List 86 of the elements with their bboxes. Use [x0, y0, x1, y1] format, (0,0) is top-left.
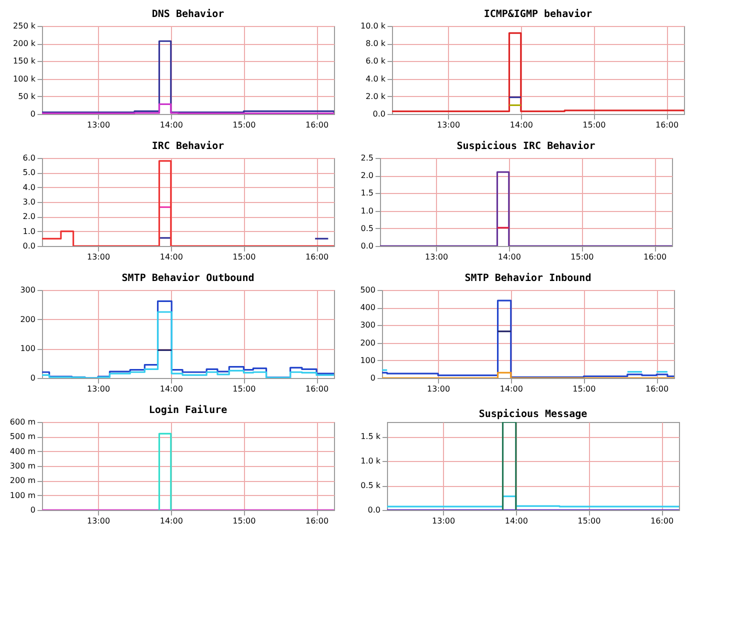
- y-tick-label: 6.0 k: [366, 56, 386, 66]
- y-tick-label: 10.0 k: [360, 22, 386, 30]
- y-tick-label: 4.0 k: [366, 74, 386, 84]
- y-tick-label: 5.0: [22, 168, 36, 178]
- y-tick-label: 0: [370, 374, 376, 382]
- y-tick-label: 200: [360, 338, 376, 348]
- y-tick-label: 100: [20, 344, 36, 354]
- y-tick-label: 200 m: [10, 476, 36, 486]
- y-tick-label: 8.0 k: [366, 39, 386, 48]
- y-tick-label: 3.0: [22, 198, 36, 206]
- chart-title: IRC Behavior: [152, 140, 224, 152]
- x-tick-label: 14:00: [160, 120, 183, 130]
- x-tick-label: 14:00: [500, 384, 523, 394]
- y-tick-label: 0: [30, 506, 36, 514]
- y-tick-label: 2.0 k: [366, 92, 386, 101]
- x-tick-label: 14:00: [160, 252, 183, 262]
- x-tick-label: 16:00: [305, 516, 329, 526]
- x-tick-label: 15:00: [232, 120, 256, 130]
- x-tick-label: 13:00: [432, 516, 456, 526]
- x-tick-label: 13:00: [437, 120, 460, 130]
- y-tick-label: 0.0: [368, 506, 380, 514]
- y-tick-label: 1.0: [360, 206, 374, 216]
- y-tick-label: 400: [360, 303, 376, 312]
- y-tick-label: 500: [360, 286, 376, 294]
- y-tick-label: 0.0: [372, 110, 386, 118]
- x-tick-label: 14:00: [504, 516, 528, 526]
- y-tick-label: 0: [30, 374, 36, 382]
- chart-title: SMTP Behavior Outbound: [122, 272, 254, 284]
- y-tick-label: 0.5 k: [360, 481, 381, 490]
- y-tick-label: 50 k: [18, 92, 36, 101]
- y-tick-label: 100: [360, 356, 376, 365]
- x-tick-label: 15:00: [582, 120, 606, 130]
- y-tick-label: 0.5: [360, 224, 374, 233]
- x-tick-label: 13:00: [87, 384, 110, 394]
- y-tick-label: 600 m: [10, 418, 36, 426]
- x-tick-label: 16:00: [305, 252, 329, 262]
- y-tick-label: 400 m: [10, 446, 36, 456]
- x-tick-label: 13:00: [87, 516, 110, 526]
- y-tick-label: 200: [20, 314, 36, 324]
- x-tick-label: 14:00: [510, 120, 533, 130]
- y-tick-label: 150 k: [13, 56, 36, 66]
- y-tick-label: 0.0: [360, 242, 374, 250]
- x-tick-label: 13:00: [427, 384, 450, 394]
- y-tick-label: 100 k: [13, 74, 36, 84]
- x-tick-label: 15:00: [232, 516, 256, 526]
- chart-title: Suspicious IRC Behavior: [456, 140, 596, 152]
- y-tick-label: 0.0: [22, 242, 36, 250]
- chart-title: ICMP&IGMP behavior: [484, 8, 592, 20]
- y-tick-label: 1.0 k: [360, 456, 381, 466]
- x-tick-label: 13:00: [425, 252, 448, 262]
- y-tick-label: 1.0: [22, 226, 36, 236]
- y-tick-label: 1.5 k: [360, 432, 381, 442]
- y-tick-label: 4.0: [22, 182, 36, 192]
- chart-title: SMTP Behavior Inbound: [464, 272, 592, 284]
- y-tick-label: 500 m: [10, 432, 36, 442]
- x-tick-label: 16:00: [655, 120, 679, 130]
- x-tick-label: 15:00: [570, 252, 594, 262]
- x-tick-label: 13:00: [87, 252, 110, 262]
- y-tick-label: 300: [360, 320, 376, 330]
- y-tick-label: 100 m: [10, 490, 36, 500]
- x-tick-label: 16:00: [643, 252, 667, 262]
- y-tick-label: 2.0: [360, 171, 374, 180]
- x-tick-label: 16:00: [645, 384, 669, 394]
- x-tick-label: 16:00: [305, 384, 329, 394]
- y-tick-label: 300 m: [10, 462, 36, 470]
- y-tick-label: 200 k: [13, 39, 36, 48]
- chart-title: Login Failure: [148, 404, 228, 416]
- y-tick-label: 300: [20, 286, 36, 294]
- x-tick-label: 14:00: [160, 384, 183, 394]
- x-tick-label: 14:00: [160, 516, 183, 526]
- y-tick-label: 1.5: [360, 188, 374, 198]
- x-tick-label: 14:00: [498, 252, 521, 262]
- y-tick-label: 2.0: [22, 212, 36, 222]
- y-tick-label: 2.5: [360, 154, 374, 162]
- x-tick-label: 16:00: [650, 516, 674, 526]
- x-tick-label: 13:00: [87, 120, 110, 130]
- x-tick-label: 15:00: [578, 516, 601, 526]
- x-tick-label: 15:00: [232, 384, 256, 394]
- x-tick-label: 15:00: [232, 252, 256, 262]
- x-tick-label: 15:00: [572, 384, 596, 394]
- chart-title: DNS Behavior: [152, 8, 224, 20]
- chart-title: Suspicious Message: [478, 408, 588, 420]
- y-tick-label: 6.0: [22, 154, 36, 162]
- x-tick-label: 16:00: [305, 120, 329, 130]
- y-tick-label: 250 k: [13, 22, 36, 30]
- y-tick-label: 0: [30, 110, 36, 118]
